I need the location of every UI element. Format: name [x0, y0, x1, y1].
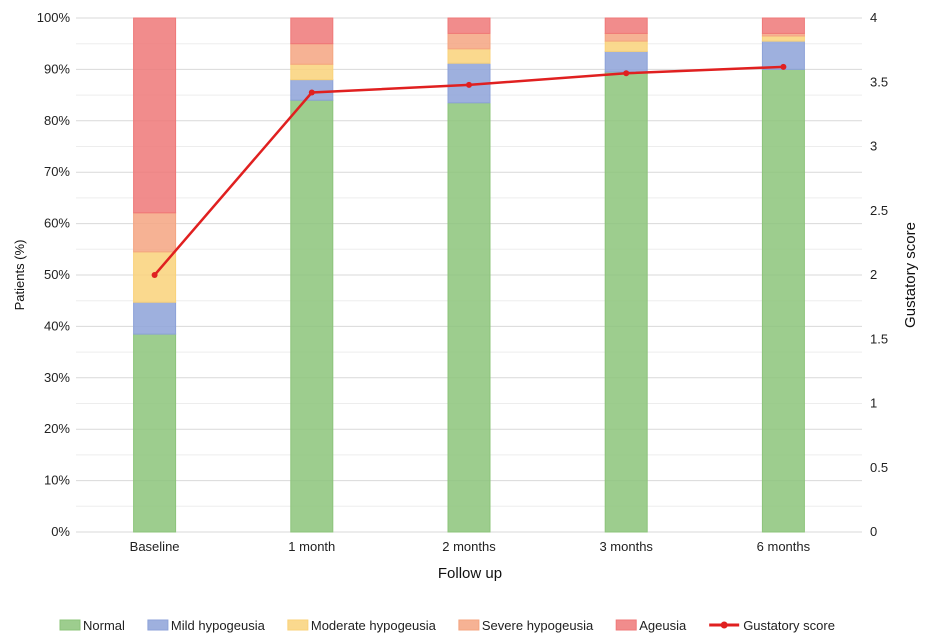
- gustatory-score-point: [308, 89, 315, 96]
- y-axis-title: Patients (%): [12, 240, 27, 311]
- legend-line-marker: [720, 621, 728, 629]
- y-tick-label: 100%: [37, 10, 71, 25]
- legend-label: Ageusia: [639, 618, 687, 633]
- bar-segment: [290, 43, 334, 65]
- bar-segment: [604, 32, 648, 42]
- legend-swatch: [458, 619, 480, 631]
- gustatory-score-point: [151, 272, 158, 278]
- bar-segment: [133, 17, 177, 214]
- left-axis-ticks: 0% 10% 20% 30% 40% 50% 60% 70% 80% 90% 100%: [37, 10, 71, 539]
- y-tick-label: 60%: [44, 216, 70, 231]
- bar-segment: [133, 301, 177, 335]
- x-tick-label: Baseline: [130, 539, 180, 554]
- bar-segment: [447, 32, 491, 50]
- bar-segment: [761, 68, 805, 533]
- y-tick-label: 50%: [44, 267, 70, 282]
- y2-tick-label: 1.5: [870, 331, 888, 346]
- y2-tick-label: 2: [870, 267, 877, 282]
- bar-segment: [447, 102, 491, 533]
- legend-label: Mild hypogeusia: [171, 618, 266, 633]
- y2-tick-label: 2.5: [870, 203, 888, 218]
- y-tick-label: 80%: [44, 113, 70, 128]
- y2-tick-label: 1: [870, 396, 877, 411]
- y-tick-label: 90%: [44, 61, 70, 76]
- y-tick-label: 10%: [44, 473, 70, 488]
- y2-tick-label: 3.5: [870, 74, 888, 89]
- legend-label: Gustatory score: [743, 618, 835, 633]
- y-tick-label: 40%: [44, 318, 70, 333]
- x-tick-label: 2 months: [442, 539, 496, 554]
- x-axis-title: Follow up: [438, 565, 502, 582]
- y2-tick-label: 4: [870, 10, 877, 25]
- legend-label: Severe hypogeusia: [482, 618, 594, 633]
- y-tick-label: 70%: [44, 164, 70, 179]
- bar-segment: [604, 40, 648, 52]
- y-tick-label: 0%: [51, 524, 70, 539]
- gustatory-score-point: [623, 70, 630, 77]
- bar-segment: [290, 17, 334, 45]
- y2-tick-label: 3: [870, 139, 877, 154]
- bar-segment: [133, 212, 177, 253]
- bar-segment: [447, 17, 491, 34]
- x-tick-label: 6 months: [757, 539, 811, 554]
- legend: Normal Mild hypogeusia Moderate hypogeusia…: [59, 618, 835, 633]
- y2-tick-label: 0: [870, 524, 877, 539]
- gustatory-score-point: [466, 81, 472, 88]
- bar-segment: [761, 17, 805, 34]
- y-tick-label: 20%: [44, 421, 70, 436]
- bar-segment: [290, 63, 334, 81]
- x-tick-label: 1 month: [288, 539, 335, 554]
- x-tick-label: 3 months: [599, 539, 653, 554]
- y2-tick-label: 0.5: [870, 460, 888, 475]
- bar-segment: [761, 35, 805, 42]
- legend-swatch: [287, 619, 309, 631]
- bar-segment: [604, 50, 648, 73]
- right-axis-ticks: 0 0.5 1 1.5 2 2.5 3 3.5 4: [870, 10, 888, 539]
- bar-segment: [290, 99, 334, 533]
- gustatory-score-point: [780, 63, 787, 70]
- legend-label: Moderate hypogeusia: [311, 618, 437, 633]
- bar-segment: [604, 17, 648, 34]
- legend-swatch: [59, 619, 81, 631]
- y-tick-label: 30%: [44, 370, 70, 385]
- x-axis-ticks: Baseline 1 month 2 months 3 months 6 months: [130, 539, 811, 554]
- bars: [133, 17, 805, 533]
- legend-label: Normal: [83, 618, 125, 633]
- bar-segment: [447, 48, 491, 64]
- y2-axis-title: Gustatory score: [902, 222, 919, 328]
- gustatory-score-line-group: [151, 63, 787, 278]
- legend-swatch: [147, 619, 169, 631]
- bar-segment: [133, 333, 177, 533]
- legend-swatch: [615, 619, 637, 631]
- bar-segment: [604, 71, 648, 533]
